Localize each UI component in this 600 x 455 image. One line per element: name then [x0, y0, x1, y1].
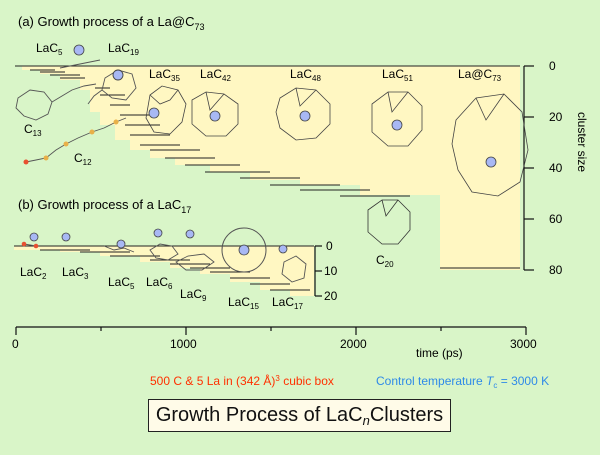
label-lac48: LaC48 [290, 67, 321, 83]
molecule-lac48 [275, 87, 331, 141]
label-b-lac6: LaC6 [146, 275, 173, 291]
panel-b-tick-0: 0 [326, 239, 333, 253]
label-la-c73: La@C73 [458, 67, 502, 83]
label-lac5: LaC5 [36, 41, 63, 57]
label-b-lac2: LaC2 [20, 265, 47, 281]
molecule-c13 [15, 89, 53, 121]
panel-a-tick-20: 20 [549, 110, 563, 124]
panel-a-tick-40: 40 [549, 161, 563, 175]
panel-a-growth-band [22, 66, 520, 270]
molecule-c20 [367, 199, 411, 245]
time-tick-3000: 3000 [510, 337, 537, 351]
label-b-lac3: LaC3 [62, 265, 89, 281]
molecule-lac19 [87, 69, 137, 105]
molecule-b-lac2 [21, 232, 39, 249]
molecule-c12 [23, 117, 127, 165]
label-lac35: LaC35 [149, 67, 180, 83]
panel-b-title: (b) Growth process of a LaC17 [18, 197, 191, 215]
panel-a-tick-80: 80 [549, 263, 563, 277]
label-c12: C12 [74, 151, 92, 167]
panel-b-tick-20: 20 [324, 289, 338, 303]
panel-a-right-axis [523, 65, 534, 271]
condition-temperature: Control temperature Tc = 3000 K [376, 374, 549, 390]
label-lac42: LaC42 [200, 67, 231, 83]
figure-title-part2: Clusters [369, 404, 444, 426]
panel-b-tick-10: 10 [324, 264, 338, 278]
label-b-lac15: LaC15 [228, 295, 259, 311]
molecule-lac42 [191, 91, 239, 137]
molecule-la-c73 [451, 93, 529, 197]
label-c13: C13 [24, 122, 42, 138]
molecule-lac51 [371, 91, 423, 147]
label-c20: C20 [376, 253, 394, 269]
time-tick-0: 0 [12, 337, 19, 351]
figure-title-box: Growth Process of LaC n Clusters [148, 399, 451, 432]
label-b-lac9: LaC9 [180, 287, 207, 303]
panel-b-growth-band [14, 246, 314, 296]
molecule-b-lac17 [278, 244, 307, 283]
panel-a-title: (a) Growth process of a La@C73 [18, 14, 205, 32]
molecule-lac35 [145, 85, 187, 135]
label-lac19: LaC19 [108, 41, 139, 57]
time-tick-1000: 1000 [170, 337, 197, 351]
molecule-b-lac3 [61, 232, 71, 242]
panel-b-step-lines [14, 245, 314, 291]
label-b-lac17: LaC17 [272, 295, 303, 311]
molecule-lac5 [59, 44, 101, 69]
molecule-chain-a [51, 83, 97, 103]
time-tick-2000: 2000 [340, 337, 367, 351]
molecule-b-lac5 [103, 239, 135, 253]
molecule-b-lac6 [149, 228, 179, 261]
figure-title-sub: n [362, 413, 370, 428]
time-axis-label: time (ps) [416, 346, 463, 360]
panel-a-step-lines [15, 65, 520, 269]
molecule-b-lac9 [175, 229, 215, 271]
time-axis [15, 326, 527, 335]
label-b-lac5: LaC5 [108, 275, 135, 291]
panel-a-axis-label: cluster size [575, 112, 589, 172]
figure-title-part1: Growth Process of LaC [155, 404, 363, 426]
label-lac51: LaC51 [382, 67, 413, 83]
condition-box-size: 500 C & 5 La in (342 Å)3 cubic box [150, 373, 334, 388]
panel-b-axis [314, 245, 322, 297]
molecule-b-lac15 [221, 227, 267, 273]
panel-a-tick-0: 0 [549, 59, 556, 73]
panel-a-tick-60: 60 [549, 212, 563, 226]
